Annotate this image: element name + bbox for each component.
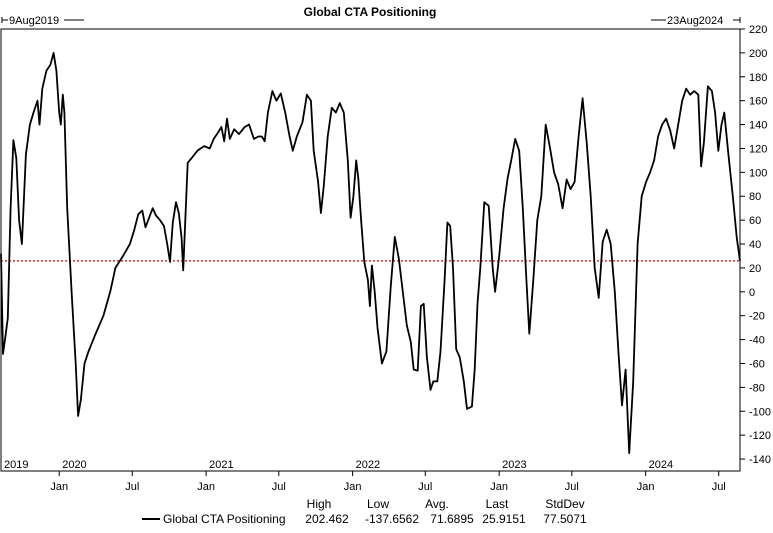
legend-value-low: -137.6562 (365, 512, 419, 526)
legend-value-stddev: 77.5071 (543, 512, 587, 526)
legend-header-last: Last (486, 497, 509, 511)
plot-area-frame (0, 28, 741, 472)
year-label: 2024 (649, 459, 673, 471)
date-range-end: 23Aug2024 (651, 15, 741, 27)
y-tick-label: 100 (749, 167, 767, 179)
x-tick-label: Jul (418, 481, 432, 493)
year-label: 2019 (4, 459, 28, 471)
y-tick-label: 180 (749, 72, 767, 84)
series-layer (0, 52, 741, 454)
x-tick-label: Jan (490, 481, 508, 493)
x-tick-label: Jan (197, 481, 215, 493)
y-tick-label: 0 (749, 287, 755, 299)
legend-header-high: High (307, 497, 332, 511)
x-tick-label: Jan (50, 481, 68, 493)
y-tick-label: 120 (749, 143, 767, 155)
series-line-global-cta-positioning (0, 52, 741, 454)
y-tick-label: 20 (749, 263, 761, 275)
x-axis: Jan Jul Jan Jul Jan Jul Jan Jul Jan Jul 2019 2020 20… (4, 459, 726, 493)
x-tick-label: Jul (712, 481, 726, 493)
year-label: 2022 (356, 459, 380, 471)
x-tick-label: Jan (637, 481, 655, 493)
legend-series-label: Global CTA Positioning (163, 512, 286, 526)
x-tick-label: Jan (344, 481, 362, 493)
legend: High Low Avg. Last StdDev Global CTA Pos… (142, 497, 587, 526)
y-tick-label: -100 (749, 406, 771, 418)
start-date-label: 9Aug2019 (9, 15, 59, 27)
year-label: 2021 (209, 459, 233, 471)
y-tick-label: -140 (749, 454, 771, 466)
y-tick-label: -60 (749, 358, 765, 370)
y-tick-label: 80 (749, 191, 761, 203)
y-axis: 220200180160140120100806040200-20-40-60-… (740, 24, 771, 466)
end-date-label: 23Aug2024 (667, 15, 723, 27)
y-tick-label: 160 (749, 96, 767, 108)
y-tick-label: 40 (749, 239, 761, 251)
legend-header-avg: Avg. (425, 497, 449, 511)
y-tick-label: -120 (749, 430, 771, 442)
legend-value-last: 25.9151 (482, 512, 526, 526)
y-tick-label: 220 (749, 24, 767, 36)
legend-value-avg: 71.6895 (430, 512, 474, 526)
y-tick-label: -80 (749, 382, 765, 394)
year-label: 2023 (502, 459, 526, 471)
legend-header-low: Low (367, 497, 389, 511)
x-tick-label: Jul (565, 481, 579, 493)
legend-value-high: 202.462 (305, 512, 349, 526)
y-tick-label: 200 (749, 48, 767, 60)
legend-header-stddev: StdDev (545, 497, 584, 511)
y-tick-label: 60 (749, 215, 761, 227)
x-tick-label: Jul (125, 481, 139, 493)
chart-title: Global CTA Positioning (304, 5, 437, 19)
x-tick-label: Jul (272, 481, 286, 493)
y-tick-label: -20 (749, 311, 765, 323)
year-label: 2020 (62, 459, 86, 471)
y-tick-label: 140 (749, 120, 767, 132)
y-tick-label: -40 (749, 335, 765, 347)
date-range-start: 9Aug2019 (1, 15, 84, 27)
